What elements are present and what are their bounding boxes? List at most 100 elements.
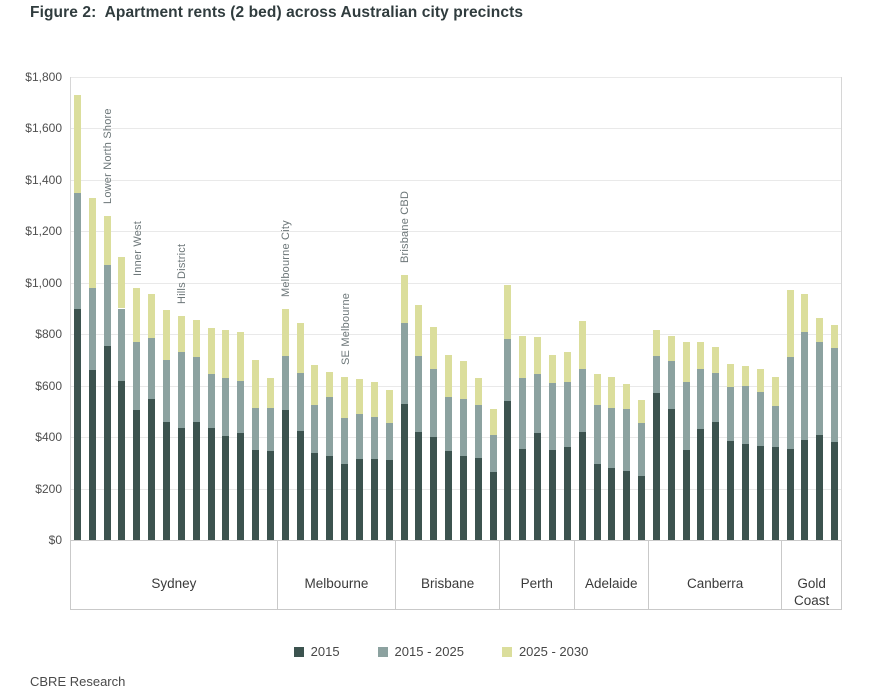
city-group-label: Gold Coast (793, 576, 830, 608)
bar-segment-2025-2030 (415, 304, 423, 357)
plot-border (70, 77, 71, 540)
bar-segment-2015-2025 (489, 434, 497, 472)
bar-segment-2015 (489, 471, 497, 540)
bar-segment-2015-2025 (266, 407, 274, 452)
bar-segment-2015-2025 (801, 331, 809, 440)
bar-segment-2025-2030 (400, 275, 408, 323)
bar-segment-2015-2025 (73, 192, 81, 309)
precinct-annotation-text: SE Melbourne (339, 292, 352, 365)
city-group-cell-adelaide: Adelaide (575, 541, 649, 609)
bar-segment-2025-2030 (177, 316, 185, 353)
bar-segment-2025-2030 (281, 308, 289, 357)
bar-segment-2025-2030 (697, 341, 705, 369)
bar-segment-2015 (163, 421, 170, 540)
gridline (70, 334, 842, 336)
bar-segment-2015-2025 (237, 380, 245, 434)
bar-segment-2015-2025 (133, 341, 141, 411)
bar-segment-2015 (177, 428, 185, 540)
bar-segment-2025-2030 (356, 379, 363, 414)
y-axis-tick-label: $200 (35, 481, 62, 496)
bar-segment-2015-2025 (445, 397, 453, 452)
bar-segment-2015-2025 (652, 356, 660, 394)
bar-segment-2015-2025 (608, 407, 616, 468)
bar-segment-2015 (400, 403, 408, 540)
bar-segment-2015-2025 (727, 386, 735, 441)
bar-segment-2025-2030 (549, 354, 556, 384)
bar-segment-2015 (459, 456, 467, 540)
bar-segment-2015-2025 (88, 287, 96, 371)
legend-swatch-2025-2030 (501, 646, 512, 657)
bar-segment-2025-2030 (519, 335, 527, 378)
bar-segment-2015-2025 (771, 406, 779, 448)
bar-segment-2015-2025 (712, 372, 720, 422)
bar-segment-2025-2030 (296, 322, 304, 373)
bar-segment-2015-2025 (177, 352, 185, 429)
bar-segment-2015-2025 (281, 356, 289, 411)
bar-segment-2015 (222, 435, 230, 540)
bar-segment-2015 (430, 437, 438, 540)
bar-segment-2025-2030 (712, 347, 720, 373)
bar-segment-2015-2025 (430, 368, 438, 438)
legend-label: 2025 - 2030 (518, 644, 589, 659)
bar-segment-2015 (534, 433, 542, 540)
bar-segment-2015 (608, 467, 616, 540)
bar-segment-2015 (370, 458, 378, 540)
city-group-label: Canberra (686, 576, 744, 591)
bar-segment-2015 (682, 449, 690, 540)
y-axis-tick-label: $1,600 (25, 121, 62, 136)
bar-segment-2015 (133, 410, 141, 540)
bar-segment-2015 (667, 408, 675, 540)
bar-segment-2015 (563, 447, 571, 540)
bar-segment-2015 (623, 470, 631, 540)
legend-item-2015-2025: 2015 - 2025 (377, 644, 464, 659)
y-axis-tick-label: $600 (35, 378, 62, 393)
bar-segment-2025-2030 (771, 376, 779, 407)
city-group-label: Perth (520, 576, 553, 591)
bar-segment-2015-2025 (474, 404, 482, 458)
y-axis-tick-label: $1,200 (25, 224, 62, 239)
bar-segment-2025-2030 (682, 341, 690, 382)
city-group-cell-perth: Perth (500, 541, 575, 609)
bar-segment-2015 (742, 443, 749, 540)
bar-segment-2015-2025 (370, 416, 378, 459)
bar-segment-2025-2030 (237, 331, 245, 381)
bar-segment-2015-2025 (697, 368, 705, 430)
bar-segment-2015 (415, 431, 423, 540)
city-group-cell-melbourne: Melbourne (278, 541, 397, 609)
bar-segment-2025-2030 (148, 294, 156, 339)
bar-segment-2015 (281, 410, 289, 540)
bar-segment-2015-2025 (148, 338, 156, 399)
bar-segment-2025-2030 (445, 354, 453, 398)
legend-label: 2015 - 2025 (394, 644, 464, 659)
bar-segment-2015 (801, 439, 809, 540)
bar-segment-2015 (727, 440, 735, 540)
precinct-annotation-text: Lower North Shore (102, 108, 115, 204)
bar-segment-2015-2025 (222, 377, 230, 436)
bar-segment-2025-2030 (667, 335, 675, 362)
bar-segment-2015-2025 (459, 398, 467, 457)
bar-segment-2025-2030 (816, 317, 824, 342)
bar-segment-2025-2030 (207, 327, 215, 375)
bar-segment-2025-2030 (786, 290, 794, 358)
bar-segment-2015 (237, 433, 245, 540)
bar-segment-2015 (504, 401, 512, 540)
bar-segment-2025-2030 (118, 257, 126, 309)
bar-segment-2015 (786, 448, 794, 540)
bar-segment-2015 (103, 345, 111, 540)
bar-segment-2015-2025 (311, 404, 319, 453)
bar-segment-2015-2025 (103, 264, 111, 346)
bar-segment-2015-2025 (742, 385, 749, 444)
city-axis-band: Sydney Melbourne Brisbane Perth Adelaide Canb… (70, 540, 842, 610)
y-axis-tick-label: $1,000 (25, 275, 62, 290)
bar-segment-2015 (192, 421, 200, 540)
bar-segment-2015-2025 (385, 422, 393, 461)
bar-segment-2025-2030 (133, 287, 141, 342)
bar-segment-2015-2025 (192, 357, 200, 422)
bar-segment-2015 (831, 442, 839, 540)
bar-segment-2025-2030 (252, 359, 260, 408)
bar-segment-2025-2030 (311, 365, 319, 405)
bar-segment-2015-2025 (638, 422, 646, 476)
bar-segment-2015 (474, 457, 482, 540)
bar-segment-2025-2030 (192, 320, 200, 358)
